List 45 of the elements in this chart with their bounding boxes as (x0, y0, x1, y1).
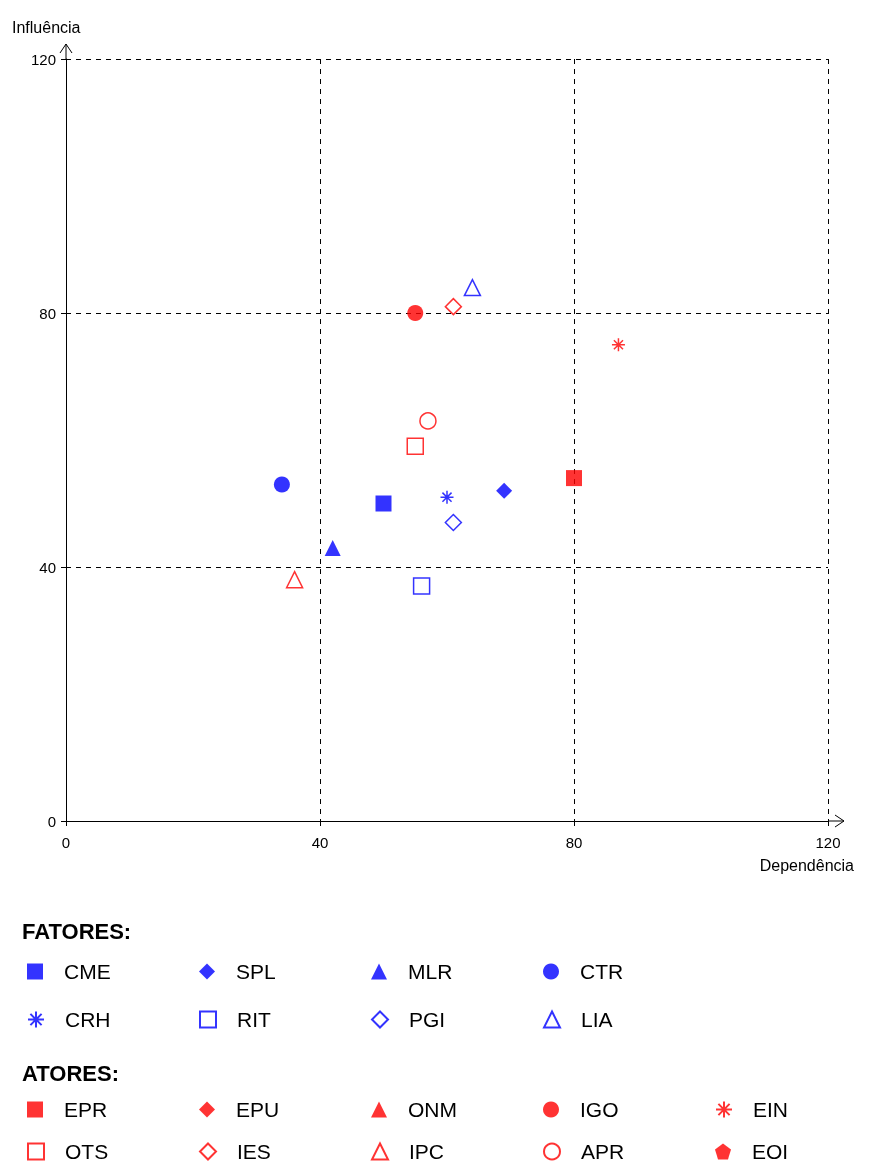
legend-label: APR (581, 1140, 625, 1163)
legend-label: EPU (236, 1098, 280, 1121)
point (566, 470, 582, 487)
legend-label: CME (64, 960, 111, 983)
point (444, 513, 463, 532)
point (412, 577, 431, 595)
x-tick-label: 40 (311, 834, 329, 851)
point (285, 570, 304, 589)
point (273, 476, 290, 493)
x-tick-label: 0 (61, 834, 71, 851)
legend-label: IES (237, 1140, 271, 1163)
y-tick-label: 0 (47, 812, 56, 830)
legend-label: EOI (752, 1140, 789, 1163)
y-tick-label: 80 (39, 304, 56, 322)
legend-label: EPR (64, 1098, 108, 1121)
point (611, 337, 626, 352)
legend-label: MLR (408, 960, 453, 983)
point (375, 495, 392, 512)
x-axis-title: Dependência (759, 856, 855, 874)
point (463, 278, 482, 297)
y-axis-title: Influência (12, 18, 81, 36)
text: ATORES: (22, 1060, 119, 1086)
point (419, 412, 437, 430)
x-tick-label: 120 (815, 834, 841, 851)
legend-label: ONM (408, 1098, 457, 1121)
legend-label: LIA (581, 1008, 613, 1031)
legend-label: PGI (409, 1008, 446, 1031)
point (406, 437, 424, 456)
point (324, 539, 341, 556)
legend-label: CTR (580, 960, 624, 983)
point (407, 305, 424, 321)
x-tick-label: 80 (565, 834, 583, 851)
point (444, 297, 463, 316)
y-tick-label: 40 (39, 558, 56, 576)
point (496, 482, 513, 499)
legend-label: IGO (580, 1098, 619, 1121)
point (439, 489, 455, 505)
legend-label: RIT (237, 1008, 271, 1031)
legend-label: EIN (753, 1098, 789, 1121)
legend-label: OTS (65, 1140, 109, 1163)
legend-label: CRH (65, 1008, 111, 1031)
y-tick-label: 120 (30, 50, 56, 68)
legend-label: IPC (409, 1140, 445, 1163)
text: FATORES: (22, 918, 132, 944)
legend-label: SPL (236, 960, 276, 983)
